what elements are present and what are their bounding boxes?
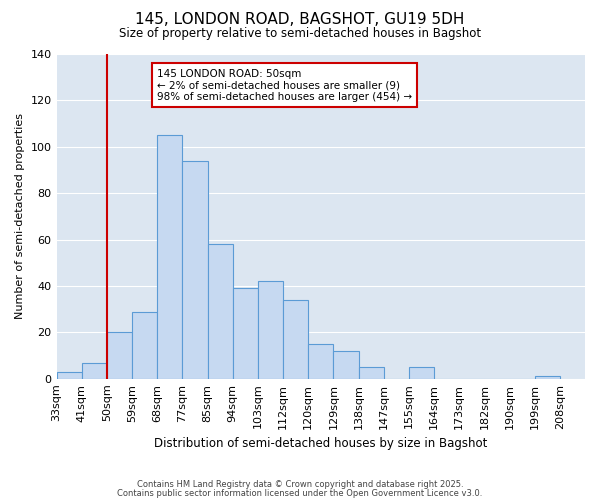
Bar: [157, 135, 182, 379]
Bar: [82, 362, 107, 379]
Y-axis label: Number of semi-detached properties: Number of semi-detached properties: [15, 114, 25, 320]
Bar: [283, 300, 308, 379]
Bar: [107, 332, 132, 379]
Bar: [535, 376, 560, 379]
Bar: [308, 344, 334, 379]
Text: Contains HM Land Registry data © Crown copyright and database right 2025.: Contains HM Land Registry data © Crown c…: [137, 480, 463, 489]
X-axis label: Distribution of semi-detached houses by size in Bagshot: Distribution of semi-detached houses by …: [154, 437, 487, 450]
Text: 145 LONDON ROAD: 50sqm
← 2% of semi-detached houses are smaller (9)
98% of semi-: 145 LONDON ROAD: 50sqm ← 2% of semi-deta…: [157, 68, 412, 102]
Bar: [208, 244, 233, 379]
Bar: [359, 367, 383, 379]
Text: 145, LONDON ROAD, BAGSHOT, GU19 5DH: 145, LONDON ROAD, BAGSHOT, GU19 5DH: [136, 12, 464, 28]
Bar: [258, 282, 283, 379]
Bar: [334, 351, 359, 379]
Bar: [182, 160, 208, 379]
Text: Size of property relative to semi-detached houses in Bagshot: Size of property relative to semi-detach…: [119, 28, 481, 40]
Bar: [56, 372, 82, 379]
Bar: [233, 288, 258, 379]
Bar: [409, 367, 434, 379]
Bar: [132, 312, 157, 379]
Text: Contains public sector information licensed under the Open Government Licence v3: Contains public sector information licen…: [118, 488, 482, 498]
